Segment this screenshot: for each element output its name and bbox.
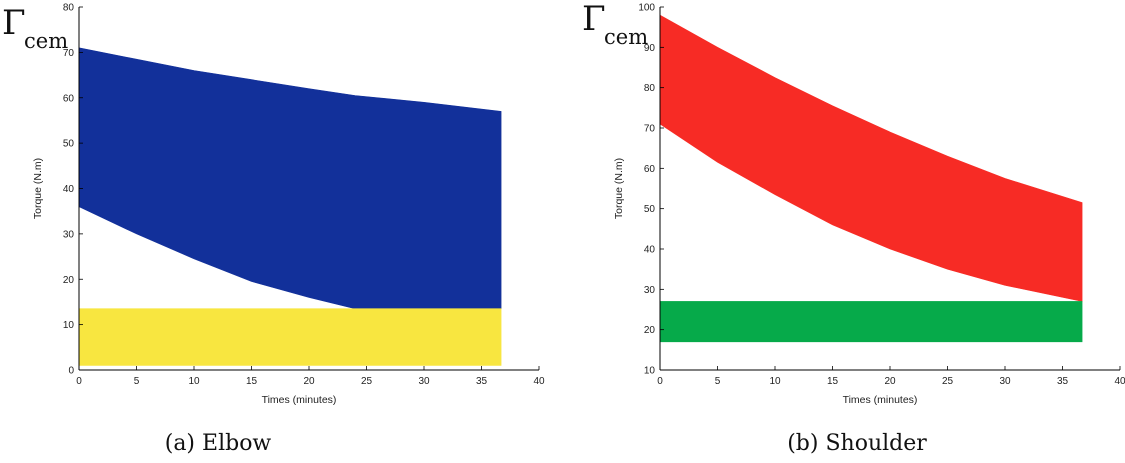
y-tick-label: 20 — [63, 275, 75, 286]
caption-elbow: (a) Elbow — [165, 431, 272, 456]
x-tick-label: 10 — [769, 376, 781, 387]
x-tick-label: 15 — [246, 376, 258, 387]
y-tick-label: 100 — [638, 3, 655, 14]
x-tick-label: 40 — [533, 376, 545, 387]
caption-shoulder: (b) Shoulder — [787, 431, 927, 456]
x-tick-label: 25 — [361, 376, 373, 387]
y-tick-label: 70 — [644, 124, 656, 135]
y-tick-label: 40 — [63, 184, 75, 195]
x-tick-label: 20 — [303, 376, 315, 387]
x-axis-label: Times (minutes) — [843, 394, 918, 406]
y-tick-label: 80 — [63, 3, 75, 14]
x-tick-label: 0 — [657, 376, 663, 387]
series-band-1 — [659, 14, 1083, 302]
y-tick-label: 60 — [644, 164, 656, 175]
symbol-sub-b: cem — [604, 25, 648, 49]
symbol-sub-a: cem — [24, 29, 68, 53]
series-band-2 — [78, 308, 502, 366]
series-band-2 — [659, 301, 1083, 343]
chart-shoulder: 0 5 10 15 20 25 30 35 40 10 20 30 40 50 60 70 80 90 100 Tim… — [613, 3, 1125, 407]
y-tick-label: 50 — [644, 204, 656, 215]
x-tick-label: 5 — [134, 376, 140, 387]
x-tick-label: 20 — [884, 376, 896, 387]
x-tick-label: 5 — [715, 376, 721, 387]
y-tick-label: 90 — [644, 43, 656, 54]
y-tick-label: 50 — [63, 139, 75, 150]
x-tick-label: 0 — [76, 376, 82, 387]
y-tick-label: 60 — [63, 93, 75, 104]
y-tick-label: 10 — [63, 320, 75, 331]
y-tick-label: 40 — [644, 245, 656, 256]
chart-elbow: 0 5 10 15 20 25 30 35 40 0 10 20 30 40 50 60 70 80 Times (… — [32, 3, 545, 407]
x-axis-label: Times (minutes) — [262, 394, 337, 406]
y-axis-label: Torque (N.m) — [613, 158, 625, 219]
y-tick-label: 30 — [63, 229, 75, 240]
y-tick-label: 20 — [644, 325, 656, 336]
x-tick-label: 30 — [418, 376, 430, 387]
y-axis-label: Torque (N.m) — [32, 158, 44, 219]
x-tick-label: 10 — [188, 376, 200, 387]
x-tick-label: 30 — [999, 376, 1011, 387]
x-tick-label: 40 — [1114, 376, 1125, 387]
y-tick-label: 0 — [68, 366, 74, 377]
y-tick-label: 80 — [644, 83, 656, 94]
symbol-gamma-b: Γ — [582, 0, 606, 39]
series-band-1 — [78, 47, 502, 309]
y-tick-label: 10 — [644, 366, 656, 377]
y-tick-label: 70 — [63, 48, 75, 59]
symbol-gamma-a: Γ — [2, 3, 26, 43]
y-tick-label: 30 — [644, 285, 656, 296]
x-tick-label: 35 — [476, 376, 488, 387]
x-tick-label: 35 — [1057, 376, 1069, 387]
x-tick-label: 25 — [942, 376, 954, 387]
x-tick-label: 15 — [827, 376, 839, 387]
